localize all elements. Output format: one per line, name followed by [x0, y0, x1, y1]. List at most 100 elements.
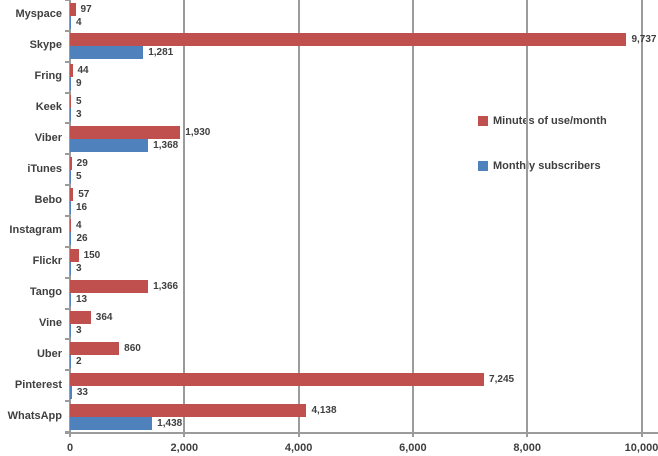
y-axis-line	[69, 0, 71, 432]
bar-series-1	[70, 341, 120, 355]
bar-data-label: 9,737	[631, 34, 657, 46]
bar-series-2	[70, 262, 71, 276]
category-label: Flickr	[32, 255, 62, 268]
bar-series-2	[70, 77, 71, 91]
bar-data-label: 7,245	[489, 373, 515, 385]
bar-data-label: 4,138	[311, 404, 337, 416]
bar-data-label: 4	[76, 219, 82, 231]
bar-series-2	[70, 354, 71, 368]
x-axis-tick	[69, 432, 71, 437]
bar-data-label: 16	[76, 201, 88, 213]
bar-series-1	[70, 2, 76, 16]
category-label: Keek	[35, 101, 62, 113]
bar-data-label: 5	[76, 170, 82, 182]
category-label: Pinterest	[14, 378, 62, 391]
bar-data-label: 1,930	[185, 126, 211, 138]
bar-series-1	[70, 218, 71, 232]
bar-data-label: 13	[76, 294, 88, 306]
bar-series-2	[70, 46, 144, 60]
bar-series-1	[70, 372, 485, 386]
category-label: Bebo	[34, 193, 63, 206]
bar-data-label: 33	[76, 386, 88, 398]
bar-series-2	[70, 324, 71, 338]
legend-entry-series-1: Minutes of use/month	[478, 115, 607, 127]
bar-series-2	[70, 293, 71, 307]
x-axis-tick	[297, 432, 300, 437]
bar-series-1	[70, 33, 627, 47]
legend-swatch-red-icon	[478, 116, 488, 126]
bar-series-2	[70, 138, 149, 152]
bar-data-label: 3	[76, 325, 82, 337]
y-axis-tick	[65, 184, 70, 187]
y-axis-tick	[65, 29, 70, 32]
x-axis-tick-label: 2,000	[170, 442, 199, 454]
y-axis-tick	[65, 122, 70, 125]
bar-data-label: 5	[76, 96, 82, 108]
bar-data-label: 364	[95, 312, 113, 324]
category-label: Instagram	[9, 224, 62, 237]
bar-data-label: 1,281	[148, 47, 174, 59]
bar-data-label: 2	[76, 355, 82, 367]
bar-series-1	[70, 187, 74, 201]
bar-series-2	[70, 385, 72, 399]
category-label: Fring	[34, 70, 63, 83]
bar-series-1	[70, 125, 181, 139]
gridline	[411, 0, 414, 432]
category-label: Uber	[36, 347, 62, 360]
bar-data-label: 1,366	[153, 281, 179, 293]
category-label: Myspace	[15, 8, 62, 21]
x-axis-tick-label: 0	[66, 442, 74, 454]
bar-series-1	[70, 95, 71, 109]
y-axis-tick	[65, 431, 70, 433]
y-axis-tick	[65, 400, 70, 403]
y-axis-tick	[65, 307, 70, 310]
bar-series-1	[70, 311, 91, 325]
bar-series-1	[70, 249, 79, 263]
x-axis-tick	[526, 432, 529, 437]
x-axis-tick-label: 4,000	[284, 442, 313, 454]
bar-data-label: 1,438	[157, 417, 183, 429]
bar-series-2	[70, 108, 71, 122]
y-axis-tick	[65, 245, 70, 248]
legend-swatch-blue-icon	[478, 161, 488, 171]
x-axis-tick-label: 6,000	[399, 442, 427, 454]
y-axis-tick	[65, 276, 70, 279]
legend-label-series-2: Monthly subscribers	[493, 160, 601, 172]
bar-series-2	[70, 231, 72, 245]
gridline	[183, 0, 186, 432]
x-axis-tick	[411, 432, 414, 437]
y-axis-tick	[65, 0, 70, 1]
category-label: Tango	[29, 286, 62, 299]
bar-data-label: 1,368	[153, 139, 179, 151]
category-label: Viber	[34, 131, 62, 144]
bar-data-label: 44	[77, 65, 89, 77]
bar-data-label: 3	[76, 263, 82, 275]
bar-series-1	[70, 156, 72, 170]
bar-data-label: 860	[124, 342, 141, 354]
bar-data-label: 97	[80, 3, 92, 15]
bar-series-2	[70, 169, 71, 183]
bar-series-1	[70, 64, 73, 78]
x-axis-tick	[640, 432, 643, 437]
bar-data-label: 57	[78, 188, 90, 200]
category-label: Skype	[29, 39, 62, 52]
bar-series-2	[70, 416, 153, 430]
bar-series-1	[70, 403, 307, 417]
bar-data-label: 150	[83, 250, 101, 262]
bar-data-label: 3	[76, 109, 82, 121]
y-axis-tick	[65, 153, 70, 156]
bar-data-label: 4	[76, 16, 82, 28]
legend-entry-series-2: Monthly subscribers	[478, 160, 601, 172]
bar-series-2	[70, 15, 71, 29]
category-label: iTunes	[27, 162, 62, 175]
gridline	[526, 0, 529, 432]
x-axis-tick-label: 10,000	[624, 442, 658, 454]
bar-series-1	[70, 280, 149, 294]
x-axis-tick-label: 8,000	[513, 442, 541, 454]
legend-label-series-1: Minutes of use/month	[493, 115, 607, 127]
x-axis-tick	[183, 432, 186, 437]
category-label: Vine	[38, 317, 62, 329]
y-axis-tick	[65, 91, 70, 94]
gridline	[297, 0, 300, 432]
